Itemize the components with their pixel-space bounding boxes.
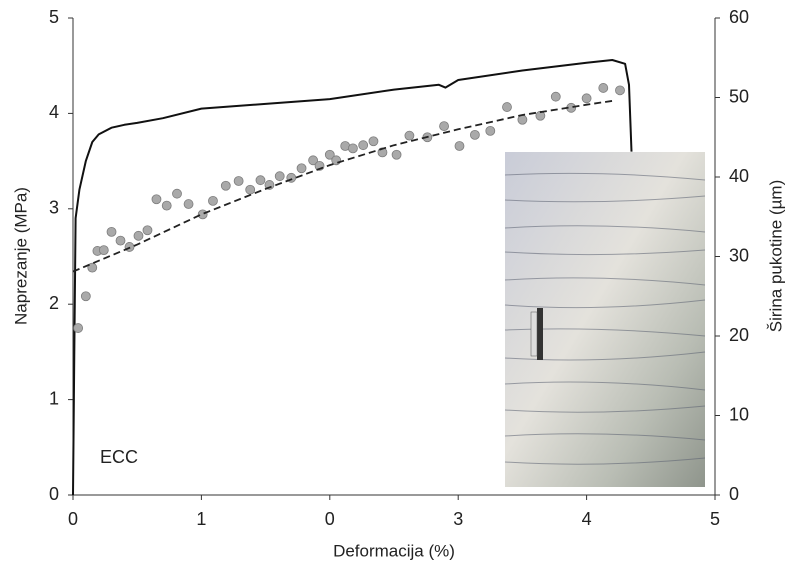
crack-point [80, 291, 91, 302]
x-tick-label: 3 [453, 509, 463, 529]
inset-photo [504, 152, 706, 487]
crack-point [598, 83, 609, 93]
crack-point [142, 225, 153, 236]
y2-tick-label: 60 [729, 7, 749, 27]
crack-point [151, 194, 162, 205]
y-tick-label: 5 [49, 7, 59, 27]
crack-point [358, 140, 369, 151]
crack-point [255, 175, 266, 186]
crack-point [115, 235, 126, 246]
crack-point [73, 323, 84, 333]
x-tick-label: 5 [710, 509, 720, 529]
crack-point [615, 85, 625, 96]
crack-point [220, 180, 231, 191]
crack-point [208, 195, 218, 206]
y2-axis-label: Širina pukotine (µm) [766, 180, 785, 332]
crack-point [87, 262, 98, 273]
crack-point [581, 93, 592, 104]
crack-point [550, 91, 561, 102]
y-axis-label: Naprezanje (MPa) [11, 187, 30, 325]
crack-point [233, 176, 244, 186]
crack-point [469, 129, 480, 140]
crack-point [245, 184, 256, 195]
crack-point [274, 171, 285, 182]
crack-point [454, 141, 465, 151]
x-tick-label: 0 [325, 509, 335, 529]
crack-point [161, 200, 172, 211]
x-tick-label: 1 [196, 509, 206, 529]
y2-tick-label: 20 [729, 325, 749, 345]
annotation: ECC [100, 447, 138, 467]
x-tick-label: 0 [68, 509, 78, 529]
trend-line [72, 99, 614, 273]
crack-point [391, 149, 402, 160]
y2-tick-label: 10 [729, 404, 749, 424]
y-tick-label: 1 [49, 388, 59, 408]
crack-point [324, 149, 335, 160]
x-axis-label: Deformacija (%) [333, 541, 455, 560]
y2-tick-label: 30 [729, 245, 749, 265]
crack-point [439, 121, 449, 132]
crack-point [485, 125, 496, 136]
y2-tick-label: 40 [729, 166, 749, 186]
y2-tick-label: 0 [729, 484, 739, 504]
y-tick-label: 4 [49, 102, 59, 122]
crack-point [98, 245, 109, 256]
y-tick-label: 0 [49, 484, 59, 504]
crack-point [502, 102, 512, 112]
crack-point [133, 230, 144, 241]
crack-point [172, 188, 182, 199]
y-tick-label: 3 [49, 198, 59, 218]
crack-point [308, 155, 319, 166]
crack-point [368, 136, 379, 147]
stress-curve [72, 59, 633, 496]
x-tick-label: 4 [582, 509, 592, 529]
y2-tick-label: 50 [729, 86, 749, 106]
y-tick-label: 2 [49, 293, 59, 313]
crack-point [296, 163, 307, 174]
crack-point [348, 143, 358, 154]
crack-point [404, 130, 415, 141]
crack-point [183, 199, 194, 209]
crack-point [106, 226, 117, 237]
